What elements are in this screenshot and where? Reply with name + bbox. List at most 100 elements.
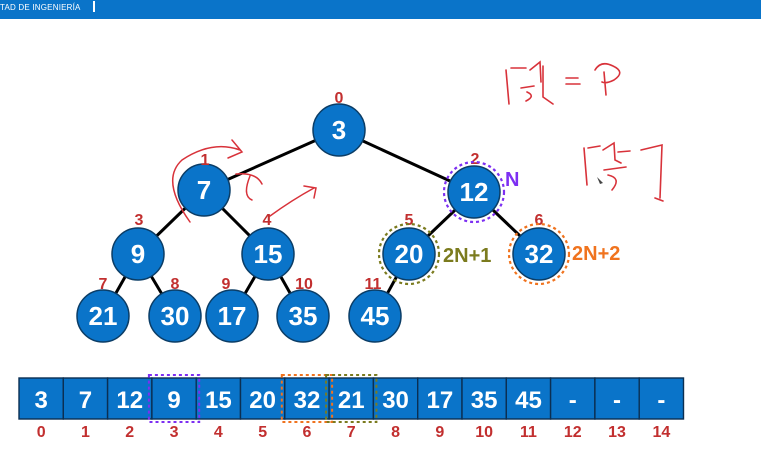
node-value: 12 <box>460 177 489 207</box>
array-highlights <box>147 374 378 423</box>
array-cell: 93 <box>151 377 197 441</box>
node-circle <box>241 227 295 281</box>
handwritten-formula-1 <box>505 60 621 105</box>
array-cell-box <box>505 377 552 420</box>
array-highlight-box <box>280 374 334 423</box>
node-value: 20 <box>395 239 424 269</box>
top-bar: TAD DE INGENIERÍA <box>0 0 761 19</box>
array-index-label: 8 <box>391 424 400 441</box>
array-cell: 30 <box>18 377 64 441</box>
node-index-label: 10 <box>295 276 313 293</box>
node-value: 21 <box>89 301 118 331</box>
array-cell-value: 35 <box>471 387 498 414</box>
array-cell-box <box>62 377 109 420</box>
node-value: 32 <box>525 239 554 269</box>
node-circle <box>148 289 202 343</box>
tree-node: 32 6 <box>512 212 566 281</box>
array-cell: 17 9 <box>417 377 463 441</box>
left-child-highlight-ring <box>377 222 441 286</box>
tree-node: 30 <box>312 90 366 157</box>
handwritten-formula-2 <box>583 141 664 202</box>
array-cell-box <box>461 377 507 420</box>
array-cell: - 13 <box>594 377 640 441</box>
node-index-label: 3 <box>135 212 144 229</box>
tree-node: 179 <box>205 276 259 343</box>
array-index-label: 7 <box>347 424 356 441</box>
array-cell: 32 6 <box>284 377 330 441</box>
array-cell: 30 8 <box>372 377 419 441</box>
array-index-label: 9 <box>435 424 444 441</box>
array-cell: 71 <box>62 377 109 441</box>
node-circle <box>512 227 566 281</box>
node-value: 17 <box>218 301 247 331</box>
array-cell-value: 3 <box>34 387 47 414</box>
handwritten-marks <box>171 60 664 223</box>
array-cell-box <box>106 377 153 420</box>
array-cell-value: 30 <box>382 387 409 414</box>
array-index-label: 14 <box>652 424 670 441</box>
array-index-label: 3 <box>170 424 179 441</box>
node-circle <box>382 227 436 281</box>
array-cell-box <box>594 377 640 420</box>
tree-node: 15 4 <box>241 212 295 281</box>
array-cell: 45 11 <box>505 377 552 441</box>
node-index-label: 11 <box>365 276 382 293</box>
array-cell-box <box>372 377 419 420</box>
array-cell-box <box>284 377 330 420</box>
array-cell: 12 2 <box>106 377 153 441</box>
cursor-icon <box>597 177 603 184</box>
node-circle <box>447 165 501 219</box>
array-cell-value: 45 <box>515 387 542 414</box>
node-index-label: 2 <box>471 151 480 168</box>
tree-node: 93 <box>111 212 165 281</box>
array-index-label: 2 <box>125 424 134 441</box>
node-value: 9 <box>131 239 145 269</box>
array-cell-value: 20 <box>249 387 276 414</box>
node-circle <box>76 289 130 343</box>
right-child-highlight-ring <box>507 222 571 286</box>
node-circle <box>312 103 366 157</box>
node-circle <box>177 163 231 217</box>
array-cell-value: 21 <box>338 387 365 414</box>
array-cell-box <box>195 377 242 420</box>
tree-node: 71 <box>177 152 231 217</box>
node-value: 3 <box>332 115 346 145</box>
array-index-label: 6 <box>302 424 311 441</box>
array-index-label: 11 <box>520 424 537 441</box>
header-title: TAD DE INGENIERÍA <box>0 3 81 12</box>
array-cell-box <box>638 377 685 420</box>
node-circle <box>276 289 330 343</box>
node-index-label: 5 <box>405 212 414 229</box>
node-circle <box>205 289 259 343</box>
node-value: 15 <box>254 239 283 269</box>
array-cell-value: 12 <box>116 387 143 414</box>
array-cell-value: 17 <box>426 387 453 414</box>
array-cell: 20 5 <box>239 377 286 441</box>
left-child-formula-label: 2N+1 <box>443 245 491 267</box>
right-child-formula-label: 2N+2 <box>572 243 620 265</box>
tree-node: 20 5 <box>382 212 436 281</box>
array-index-label: 5 <box>258 424 267 441</box>
array-cell-value: - <box>657 387 665 414</box>
array-cell-box <box>18 377 64 420</box>
tree-node: 217 <box>76 276 130 343</box>
array-cell: - 14 <box>638 377 685 441</box>
parent-highlight-ring <box>442 160 506 224</box>
array-index-label: 12 <box>564 424 582 441</box>
array-cell-value: - <box>569 387 577 414</box>
array-index-label: 10 <box>475 424 493 441</box>
node-value: 30 <box>161 301 190 331</box>
array-cell: 21 7 <box>328 377 375 441</box>
node-index-label: 8 <box>171 276 180 293</box>
heap-annotations: N 2N+1 2N+2 <box>377 160 620 286</box>
tree-node: 308 <box>148 276 202 343</box>
node-index-label: 7 <box>99 276 108 293</box>
node-value: 7 <box>197 175 211 205</box>
array-cell: 15 4 <box>195 377 242 441</box>
array-index-label: 0 <box>37 424 46 441</box>
array-cell-box <box>239 377 286 420</box>
node-circle <box>111 227 165 281</box>
